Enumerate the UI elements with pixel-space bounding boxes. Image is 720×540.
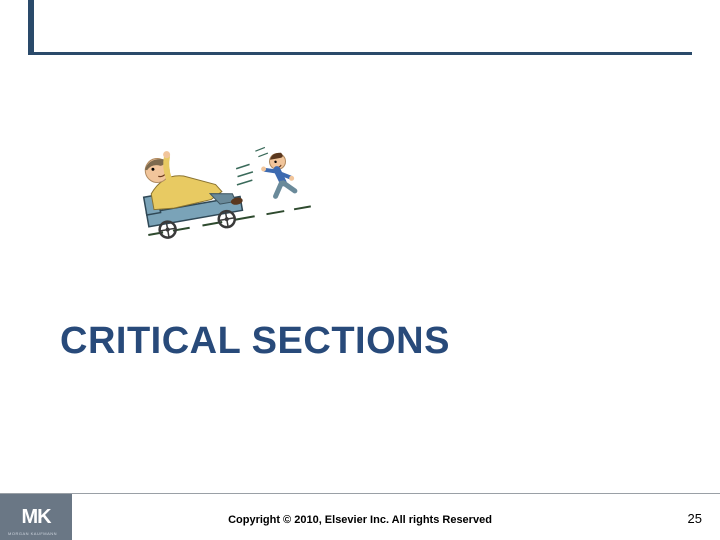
copyright-text: Copyright © 2010, Elsevier Inc. All righ… [0,514,720,526]
slide-title: CRITICAL SECTIONS [60,320,450,363]
logo-subtext: MORGAN KAUFMANN [8,531,57,536]
page-number: 25 [688,511,702,526]
title-rule-vertical [28,0,34,52]
title-rule-horizontal [28,52,692,55]
footer: MK MORGAN KAUFMANN Copyright © 2010, Els… [0,494,720,540]
illustration-cart-race [120,110,340,250]
slide: CRITICAL SECTIONS MK MORGAN KAUFMANN Cop… [0,0,720,540]
